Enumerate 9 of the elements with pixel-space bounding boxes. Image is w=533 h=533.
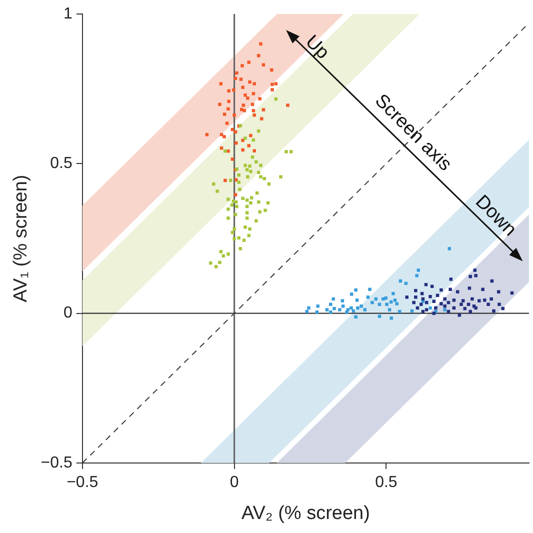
annotation: Up: [301, 31, 334, 64]
y-tick-label: 0.5: [50, 155, 72, 172]
x-tick-label: 0.5: [375, 474, 398, 492]
x-tick-label: 0: [230, 474, 239, 492]
x-axis-title: AV₂ (% screen): [241, 502, 370, 524]
y-tick-label: −0.5: [40, 454, 72, 472]
y-tick-label: 1: [63, 5, 72, 22]
y-tick-label: 0: [63, 304, 72, 322]
y-axis-title: AV₁ (% screen): [10, 174, 32, 302]
